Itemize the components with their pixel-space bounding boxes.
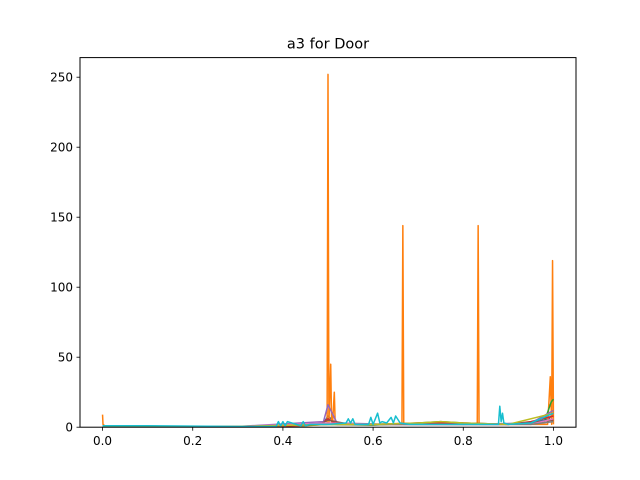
y-tick-label: 100 [50, 280, 73, 294]
x-tick-label: 0.6 [364, 434, 383, 448]
x-tick-label: 1.0 [544, 434, 563, 448]
x-tick-label: 0.4 [273, 434, 292, 448]
y-tick-label: 50 [58, 350, 73, 364]
x-tick-label: 0.8 [454, 434, 473, 448]
series-layer [101, 73, 555, 428]
series-line-10 [102, 405, 554, 428]
y-tick-label: 0 [65, 420, 73, 434]
axes-frame [79, 57, 577, 428]
chart-title: a3 for Door [287, 37, 369, 53]
x-tick-label: 0.0 [93, 434, 112, 448]
y-tick-label: 200 [50, 140, 73, 154]
y-axis: 0 50 100 150 200 250 [50, 70, 80, 434]
y-tick-label: 250 [50, 70, 73, 84]
y-tick-label: 150 [50, 210, 73, 224]
x-axis: 0.0 0.2 0.4 0.6 0.8 1.0 [93, 427, 563, 448]
x-tick-label: 0.2 [183, 434, 202, 448]
